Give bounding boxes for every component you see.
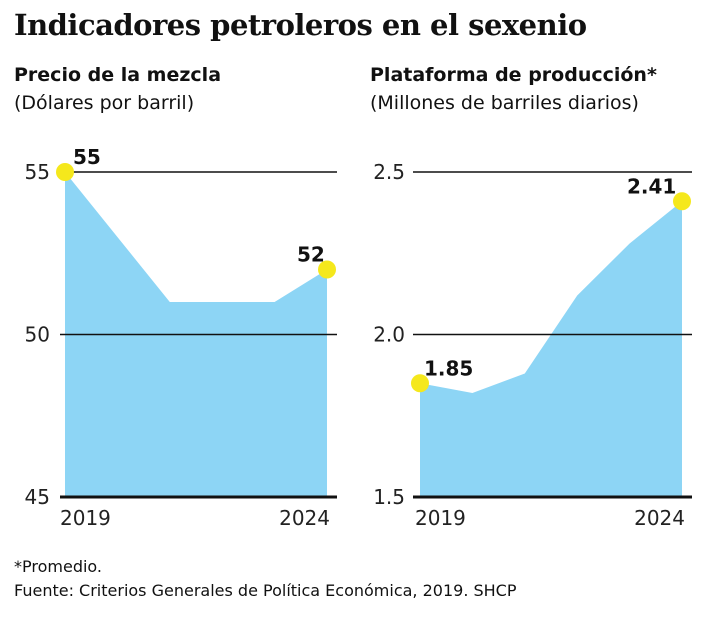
right-chart-title: Plataforma de producción* [370,64,657,86]
data-point-marker [411,374,429,393]
data-point-marker [318,260,336,279]
left-chart-title: Precio de la mezcla [14,64,222,86]
chart-title: Indicadores petroleros en el sexenio [14,8,587,42]
data-point-marker [56,163,74,181]
x-tick-label: 2024 [279,506,330,530]
y-tick-label: 1.5 [373,485,405,509]
y-tick-label: 2.0 [373,323,405,347]
area-series [420,201,682,497]
right-chart-unit: (Millones de barriles diarios) [370,92,639,114]
data-label: 55 [73,145,101,169]
left-chart-unit: (Dólares por barril) [14,92,195,114]
y-tick-label: 55 [25,160,50,184]
y-tick-label: 50 [25,323,50,347]
x-tick-label: 2019 [415,506,466,530]
y-tick-label: 45 [25,485,50,509]
data-label: 1.85 [424,356,473,380]
data-label: 2.41 [627,174,676,198]
x-tick-label: 2024 [634,506,685,530]
y-tick-label: 2.5 [373,160,405,184]
source-note: Fuente: Criterios Generales de Política … [14,581,517,600]
data-point-marker [673,192,691,211]
footnote: *Promedio. [14,557,103,576]
x-tick-label: 2019 [60,506,111,530]
data-label: 52 [297,243,325,267]
